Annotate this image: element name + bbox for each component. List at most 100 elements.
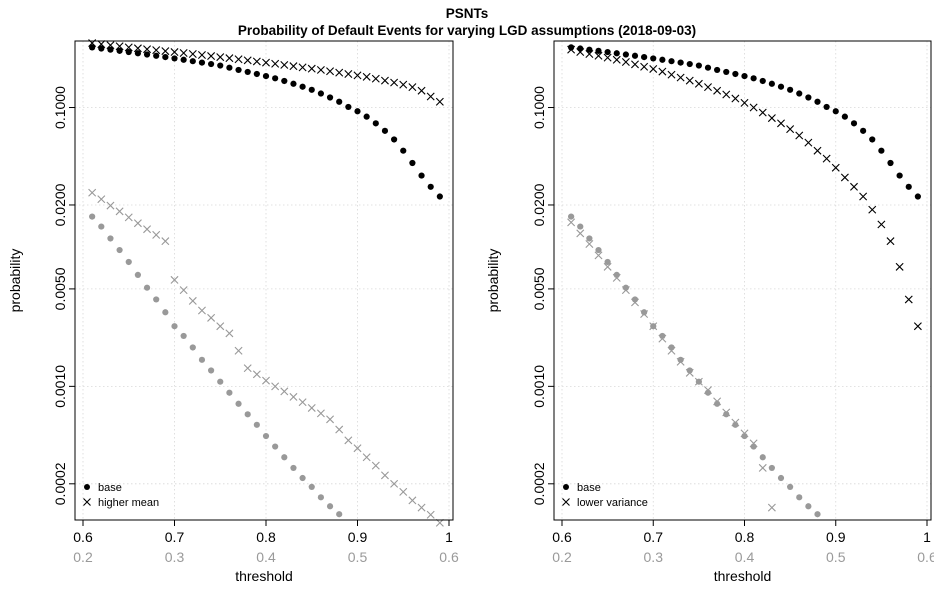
data-point-dot bbox=[869, 136, 876, 143]
data-point-cross bbox=[576, 229, 585, 238]
data-point-dot bbox=[198, 59, 206, 66]
data-point-dot bbox=[381, 127, 389, 134]
x-tick-label: 0.6 bbox=[552, 529, 572, 545]
data-point-cross bbox=[344, 436, 353, 445]
data-point-dot bbox=[153, 52, 160, 59]
x-tick-label-secondary: 0.2 bbox=[552, 549, 572, 565]
x-tick-label: 0.7 bbox=[644, 529, 664, 545]
data-point-cross bbox=[804, 138, 813, 147]
x-tick-label-secondary: 0.5 bbox=[348, 549, 368, 565]
data-point-cross bbox=[353, 71, 362, 80]
data-point-dot bbox=[814, 98, 821, 105]
data-point-dot bbox=[604, 48, 611, 56]
data-point-cross bbox=[767, 114, 776, 123]
data-point-cross bbox=[143, 45, 152, 54]
data-point-dot bbox=[345, 103, 352, 111]
data-point-cross bbox=[567, 218, 576, 227]
data-point-dot bbox=[631, 52, 639, 59]
data-point-cross bbox=[316, 409, 325, 418]
data-point-cross bbox=[603, 53, 612, 62]
x-tick-label: 0.8 bbox=[256, 529, 276, 545]
x-tick-label: 1 bbox=[923, 529, 931, 545]
data-point-dot bbox=[586, 46, 593, 53]
data-point-cross bbox=[326, 67, 335, 76]
data-point-cross bbox=[713, 86, 722, 95]
data-point-cross bbox=[161, 47, 170, 56]
data-point-cross bbox=[170, 48, 179, 57]
data-point-cross bbox=[417, 86, 426, 95]
data-point-cross bbox=[243, 56, 252, 65]
x-tick-label-secondary: 0.3 bbox=[644, 549, 664, 565]
data-point-dot bbox=[568, 213, 575, 220]
data-point-cross bbox=[667, 346, 676, 355]
data-point-cross bbox=[371, 461, 380, 470]
data-point-dot bbox=[577, 223, 584, 230]
data-point-cross bbox=[822, 154, 831, 163]
plot-frame bbox=[74, 40, 454, 521]
data-point-dot bbox=[750, 443, 757, 450]
y-tick-label: 0.0050 bbox=[531, 267, 547, 310]
data-point-cross bbox=[207, 52, 216, 61]
main-title: PSNTs bbox=[446, 6, 489, 21]
data-point-dot bbox=[668, 58, 675, 65]
data-point-dot bbox=[659, 56, 666, 63]
data-point-dot bbox=[878, 147, 885, 154]
x-tick-label-secondary: 0.5 bbox=[826, 549, 846, 565]
data-point-dot bbox=[914, 193, 921, 200]
data-point-dot bbox=[677, 59, 684, 66]
data-point-cross bbox=[97, 40, 106, 49]
data-point-cross bbox=[316, 65, 325, 74]
data-point-cross bbox=[631, 298, 639, 307]
data-point-cross bbox=[850, 182, 858, 191]
data-point-cross bbox=[252, 370, 261, 379]
data-point-dot bbox=[714, 66, 721, 74]
data-point-cross bbox=[161, 237, 170, 246]
data-point-cross bbox=[767, 503, 776, 512]
data-point-dot bbox=[308, 86, 315, 93]
data-point-cross bbox=[658, 334, 667, 343]
data-point-cross bbox=[594, 251, 603, 260]
data-point-dot bbox=[253, 421, 260, 428]
x-tick-label: 0.6 bbox=[73, 529, 93, 545]
data-point-cross bbox=[289, 392, 298, 401]
data-point-cross bbox=[585, 239, 594, 248]
data-point-dot bbox=[613, 50, 620, 57]
data-point-dot bbox=[896, 172, 903, 179]
data-point-dot bbox=[272, 75, 279, 82]
data-point-dot bbox=[704, 64, 712, 71]
plot-frame bbox=[553, 40, 932, 521]
data-point-cross bbox=[649, 322, 658, 331]
data-point-cross bbox=[649, 64, 658, 73]
data-point-cross bbox=[877, 220, 886, 229]
data-point-dot bbox=[427, 183, 434, 190]
data-point-dot bbox=[677, 356, 684, 363]
data-point-dot bbox=[759, 77, 766, 85]
y-tick-label: 0.0050 bbox=[52, 267, 68, 310]
data-point-cross bbox=[371, 74, 380, 83]
data-point-cross bbox=[106, 201, 115, 210]
data-point-dot bbox=[262, 432, 270, 440]
data-point-cross bbox=[612, 55, 621, 64]
data-point-dot bbox=[153, 296, 160, 303]
data-point-cross bbox=[567, 45, 576, 54]
data-point-cross bbox=[895, 262, 904, 271]
data-point-dot bbox=[841, 113, 848, 120]
data-point-dot bbox=[299, 83, 306, 90]
data-point-dot bbox=[631, 296, 639, 303]
x-tick-label-secondary: 0.6 bbox=[439, 549, 459, 565]
data-point-cross bbox=[344, 69, 353, 78]
data-point-dot bbox=[299, 474, 306, 482]
data-point-dot bbox=[577, 45, 584, 52]
data-point-dot bbox=[850, 120, 858, 127]
data-point-cross bbox=[143, 225, 152, 234]
data-point-dot bbox=[409, 159, 416, 167]
data-point-dot bbox=[107, 46, 114, 53]
data-point-dot bbox=[89, 44, 96, 51]
x-tick-label: 0.7 bbox=[165, 529, 185, 545]
data-point-dot bbox=[905, 183, 912, 190]
data-point-dot bbox=[217, 62, 224, 69]
data-point-dot bbox=[436, 193, 443, 200]
data-point-cross bbox=[124, 213, 133, 222]
data-point-cross bbox=[133, 44, 142, 53]
